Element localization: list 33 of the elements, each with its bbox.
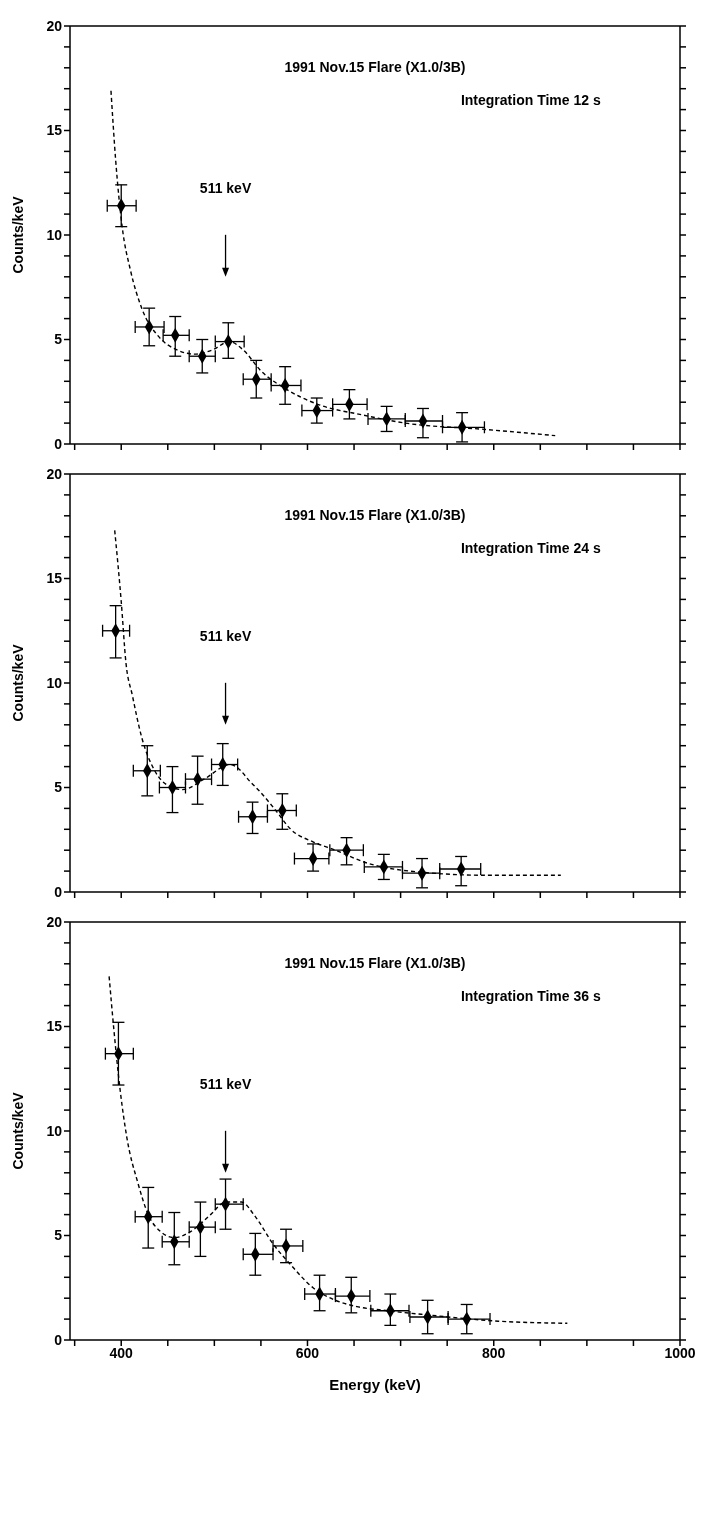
y-tick-label: 0: [54, 435, 63, 452]
y-tick-label: 20: [46, 465, 63, 482]
annotation: 1991 Nov.15 Flare (X1.0/3B): [284, 506, 466, 523]
x-axis-title: Energy (keV): [329, 1376, 421, 1393]
y-tick-label: 5: [54, 1227, 63, 1244]
y-tick-label: 20: [46, 913, 63, 930]
annotation: 1991 Nov.15 Flare (X1.0/3B): [284, 954, 466, 971]
y-tick-label: 5: [54, 779, 63, 796]
annotation: 511 keV: [199, 627, 252, 644]
y-tick-label: 0: [54, 1331, 63, 1348]
y-tick-label: 20: [46, 17, 63, 34]
y-tick-label: 15: [46, 1018, 63, 1035]
annotation: 511 keV: [199, 1075, 252, 1092]
y-tick-label: 10: [46, 1122, 63, 1139]
y-tick-label: 5: [54, 331, 63, 348]
y-tick-label: 10: [46, 674, 63, 691]
annotation: Integration Time 36 s: [460, 988, 601, 1005]
y-tick-label: 0: [54, 883, 63, 900]
y-axis-title: Counts/keV: [9, 1091, 26, 1170]
y-axis-title: Counts/keV: [9, 643, 26, 722]
annotation: 1991 Nov.15 Flare (X1.0/3B): [284, 58, 466, 75]
x-tick-label: 1000: [664, 1344, 696, 1361]
y-tick-label: 15: [46, 570, 63, 587]
annotation: Integration Time 24 s: [460, 540, 601, 557]
x-tick-label: 600: [295, 1344, 320, 1361]
annotation: 511 keV: [199, 179, 252, 196]
y-tick-label: 15: [46, 122, 63, 139]
annotation: Integration Time 12 s: [460, 92, 601, 109]
x-tick-label: 400: [109, 1344, 134, 1361]
line-series: [108, 975, 569, 1324]
y-tick-label: 10: [46, 226, 63, 243]
x-tick-label: 800: [482, 1344, 506, 1361]
y-axis-title: Counts/keV: [9, 195, 26, 274]
